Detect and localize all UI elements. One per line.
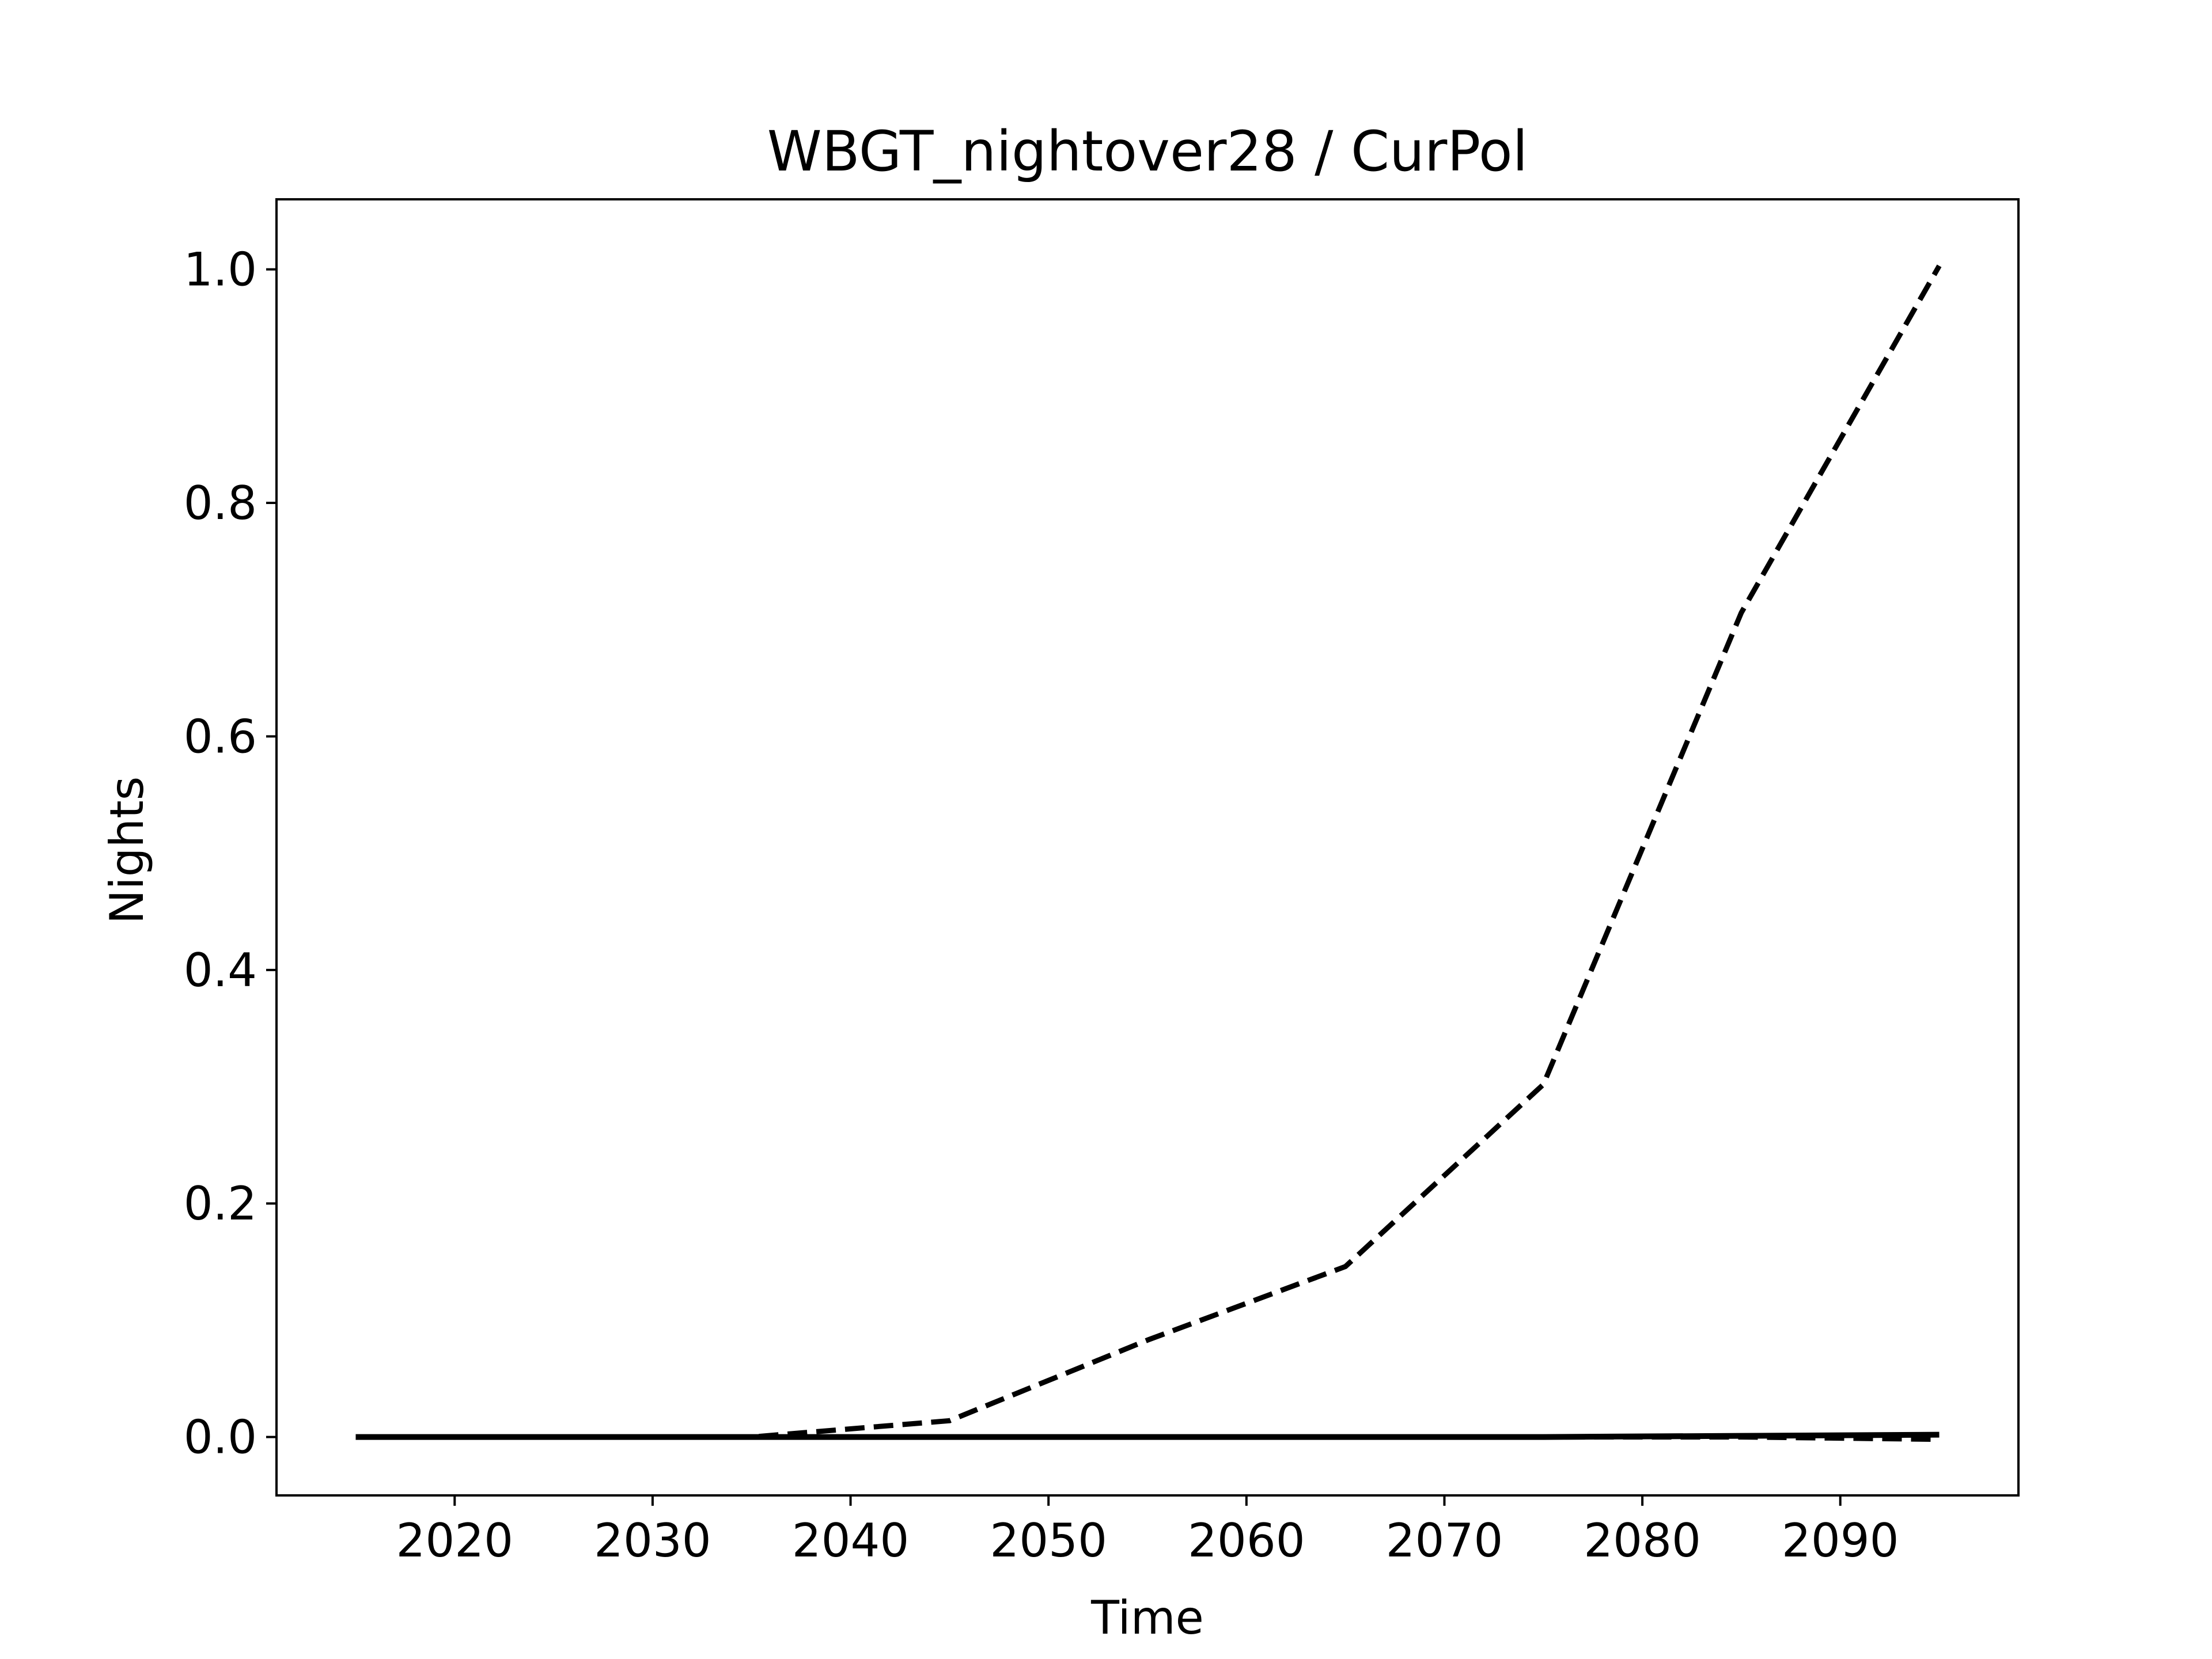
series-layer (355, 264, 1942, 1442)
x-tick-label: 2020 (396, 1514, 513, 1567)
x-axis-title: Time (1090, 1591, 1204, 1645)
x-tick-label: 2060 (1188, 1514, 1305, 1567)
y-tick-label: 0.0 (184, 1411, 257, 1464)
y-tick-label: 1.0 (184, 243, 257, 297)
chart-title: WBGT_nightover28 / CurPol (767, 119, 1528, 184)
y-tick-label: 0.6 (184, 710, 257, 763)
series-line-3 (355, 1434, 1940, 1442)
y-tick-label: 0.2 (184, 1177, 257, 1230)
y-tick-label: 0.4 (184, 944, 257, 997)
x-tick-label: 2090 (1782, 1514, 1899, 1567)
y-axis-title: Nights (100, 777, 154, 925)
x-tick-label: 2040 (792, 1514, 910, 1567)
y-axis-ticks: 0.0 0.2 0.4 0.6 0.8 1.0 (184, 243, 276, 1464)
x-tick-label: 2080 (1584, 1514, 1701, 1567)
x-axis-ticks: 2020 2030 2040 2050 2060 2070 2080 2090 (396, 1495, 1899, 1567)
x-tick-label: 2070 (1386, 1514, 1503, 1567)
plot-area (275, 198, 2020, 1497)
x-tick-label: 2030 (594, 1514, 711, 1567)
y-tick-label: 0.8 (184, 476, 257, 530)
axes-frame (275, 198, 2020, 1497)
x-tick-label: 2050 (990, 1514, 1107, 1567)
